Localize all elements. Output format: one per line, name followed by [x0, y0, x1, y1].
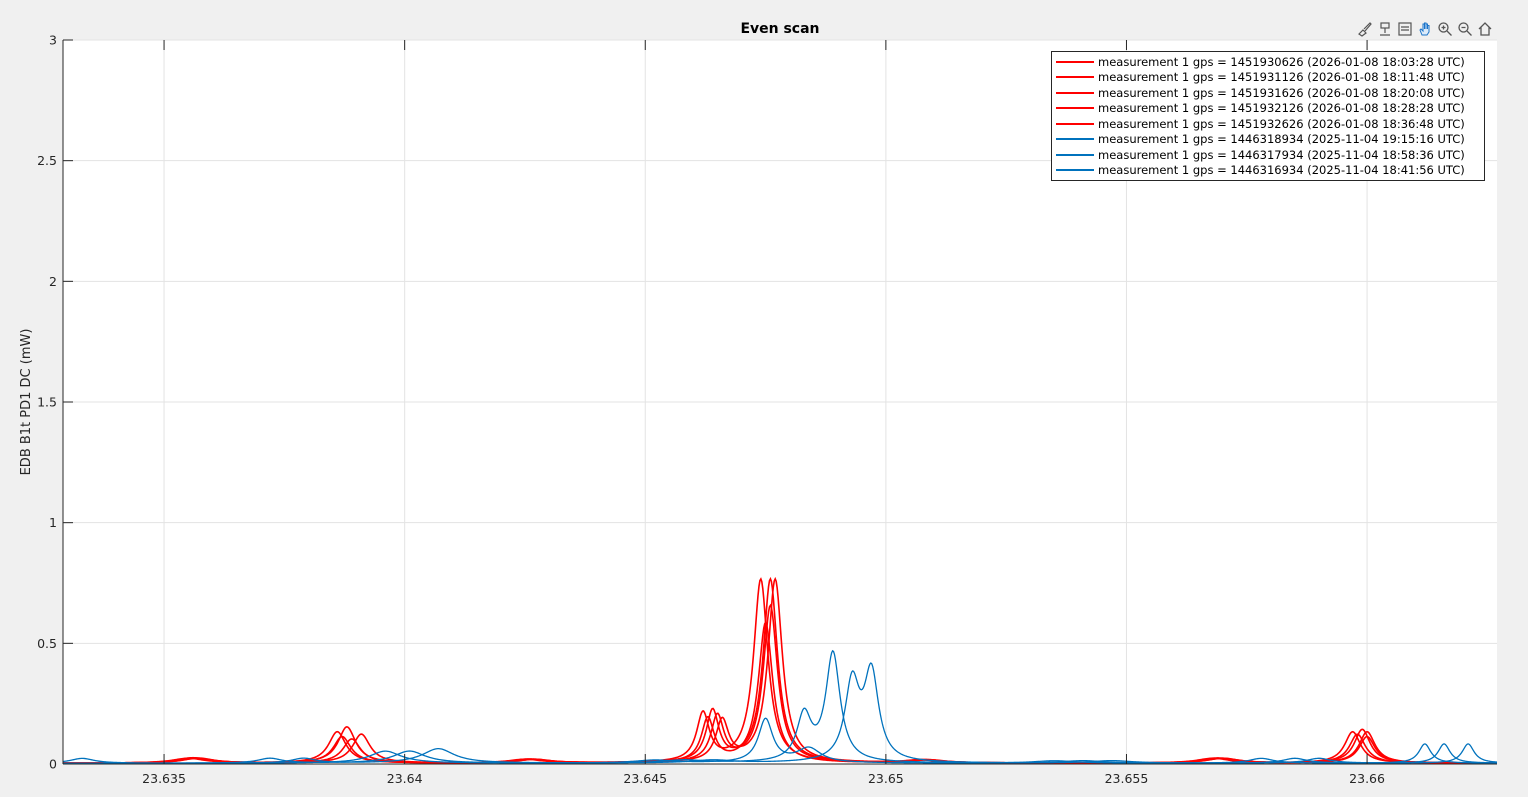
legend-label: measurement 1 gps = 1451931126 (2026-01-… — [1098, 70, 1465, 85]
legend-item-5[interactable]: measurement 1 gps = 1451932626 (2026-01-… — [1052, 116, 1484, 132]
x-tick-label: 23.635 — [142, 771, 186, 786]
legend-label: measurement 1 gps = 1446317934 (2025-11-… — [1098, 147, 1465, 162]
zoom-out-button[interactable] — [1456, 20, 1474, 38]
legend-item-8[interactable]: measurement 1 gps = 1446316934 (2025-11-… — [1052, 163, 1484, 179]
data-tips-button[interactable] — [1376, 20, 1394, 38]
axes-toolbar — [1356, 19, 1494, 39]
legend-label: measurement 1 gps = 1446318934 (2025-11-… — [1098, 132, 1465, 147]
y-tick-label: 1.5 — [37, 395, 57, 410]
y-tick-label: 0 — [49, 757, 57, 772]
x-tick-label: 23.66 — [1349, 771, 1385, 786]
legend-label: measurement 1 gps = 1451932626 (2026-01-… — [1098, 116, 1465, 131]
y-tick-label: 3 — [49, 33, 57, 48]
x-tick-label: 23.645 — [623, 771, 667, 786]
legend-item-6[interactable]: measurement 1 gps = 1446318934 (2025-11-… — [1052, 132, 1484, 148]
legend-label: measurement 1 gps = 1446316934 (2025-11-… — [1098, 163, 1465, 178]
zoom-out-icon — [1458, 22, 1472, 36]
legend-swatch — [1056, 107, 1094, 110]
data-tips-icon — [1380, 22, 1390, 36]
pan-icon — [1419, 22, 1430, 36]
y-tick-label: 2 — [49, 274, 57, 289]
restore-view-icon — [1398, 22, 1412, 36]
chart-title: Even scan — [740, 21, 819, 37]
legend-item-4[interactable]: measurement 1 gps = 1451932126 (2026-01-… — [1052, 101, 1484, 117]
legend[interactable]: measurement 1 gps = 1451930626 (2026-01-… — [1051, 51, 1485, 181]
zoom-in-icon — [1438, 22, 1452, 36]
legend-swatch — [1056, 153, 1094, 156]
brush-button[interactable] — [1356, 20, 1374, 38]
legend-swatch — [1056, 169, 1094, 172]
x-tick-label: 23.64 — [387, 771, 423, 786]
legend-item-3[interactable]: measurement 1 gps = 1451931626 (2026-01-… — [1052, 85, 1484, 101]
y-tick-label: 1 — [49, 515, 57, 530]
legend-swatch — [1056, 138, 1094, 141]
pan-button[interactable] — [1416, 20, 1434, 38]
legend-label: measurement 1 gps = 1451932126 (2026-01-… — [1098, 101, 1465, 116]
legend-item-7[interactable]: measurement 1 gps = 1446317934 (2025-11-… — [1052, 147, 1484, 163]
axes: 23.635 23.64 23.645 23.65 23.655 23.66 0 0.5 1 1.… — [37, 33, 1497, 786]
restore-view-button[interactable] — [1396, 20, 1414, 38]
zoom-in-button[interactable] — [1436, 20, 1454, 38]
legend-item-1[interactable]: measurement 1 gps = 1451930626 (2026-01-… — [1052, 54, 1484, 70]
brush-icon — [1358, 22, 1372, 37]
series-layer — [62, 576, 1498, 764]
legend-swatch — [1056, 76, 1094, 79]
home-icon — [1478, 22, 1492, 36]
legend-swatch — [1056, 60, 1094, 63]
y-axis-label: EDB B1t PD1 DC (mW) — [19, 329, 34, 476]
x-tick-label: 23.65 — [868, 771, 904, 786]
legend-swatch — [1056, 122, 1094, 125]
legend-label: measurement 1 gps = 1451930626 (2026-01-… — [1098, 54, 1465, 69]
y-tick-label: 0.5 — [37, 636, 57, 651]
legend-swatch — [1056, 91, 1094, 94]
legend-item-2[interactable]: measurement 1 gps = 1451931126 (2026-01-… — [1052, 70, 1484, 86]
series-line-8 — [62, 662, 1498, 764]
legend-label: measurement 1 gps = 1451931626 (2026-01-… — [1098, 85, 1465, 100]
y-tick-label: 2.5 — [37, 153, 57, 168]
x-tick-label: 23.655 — [1105, 771, 1149, 786]
home-button[interactable] — [1476, 20, 1494, 38]
